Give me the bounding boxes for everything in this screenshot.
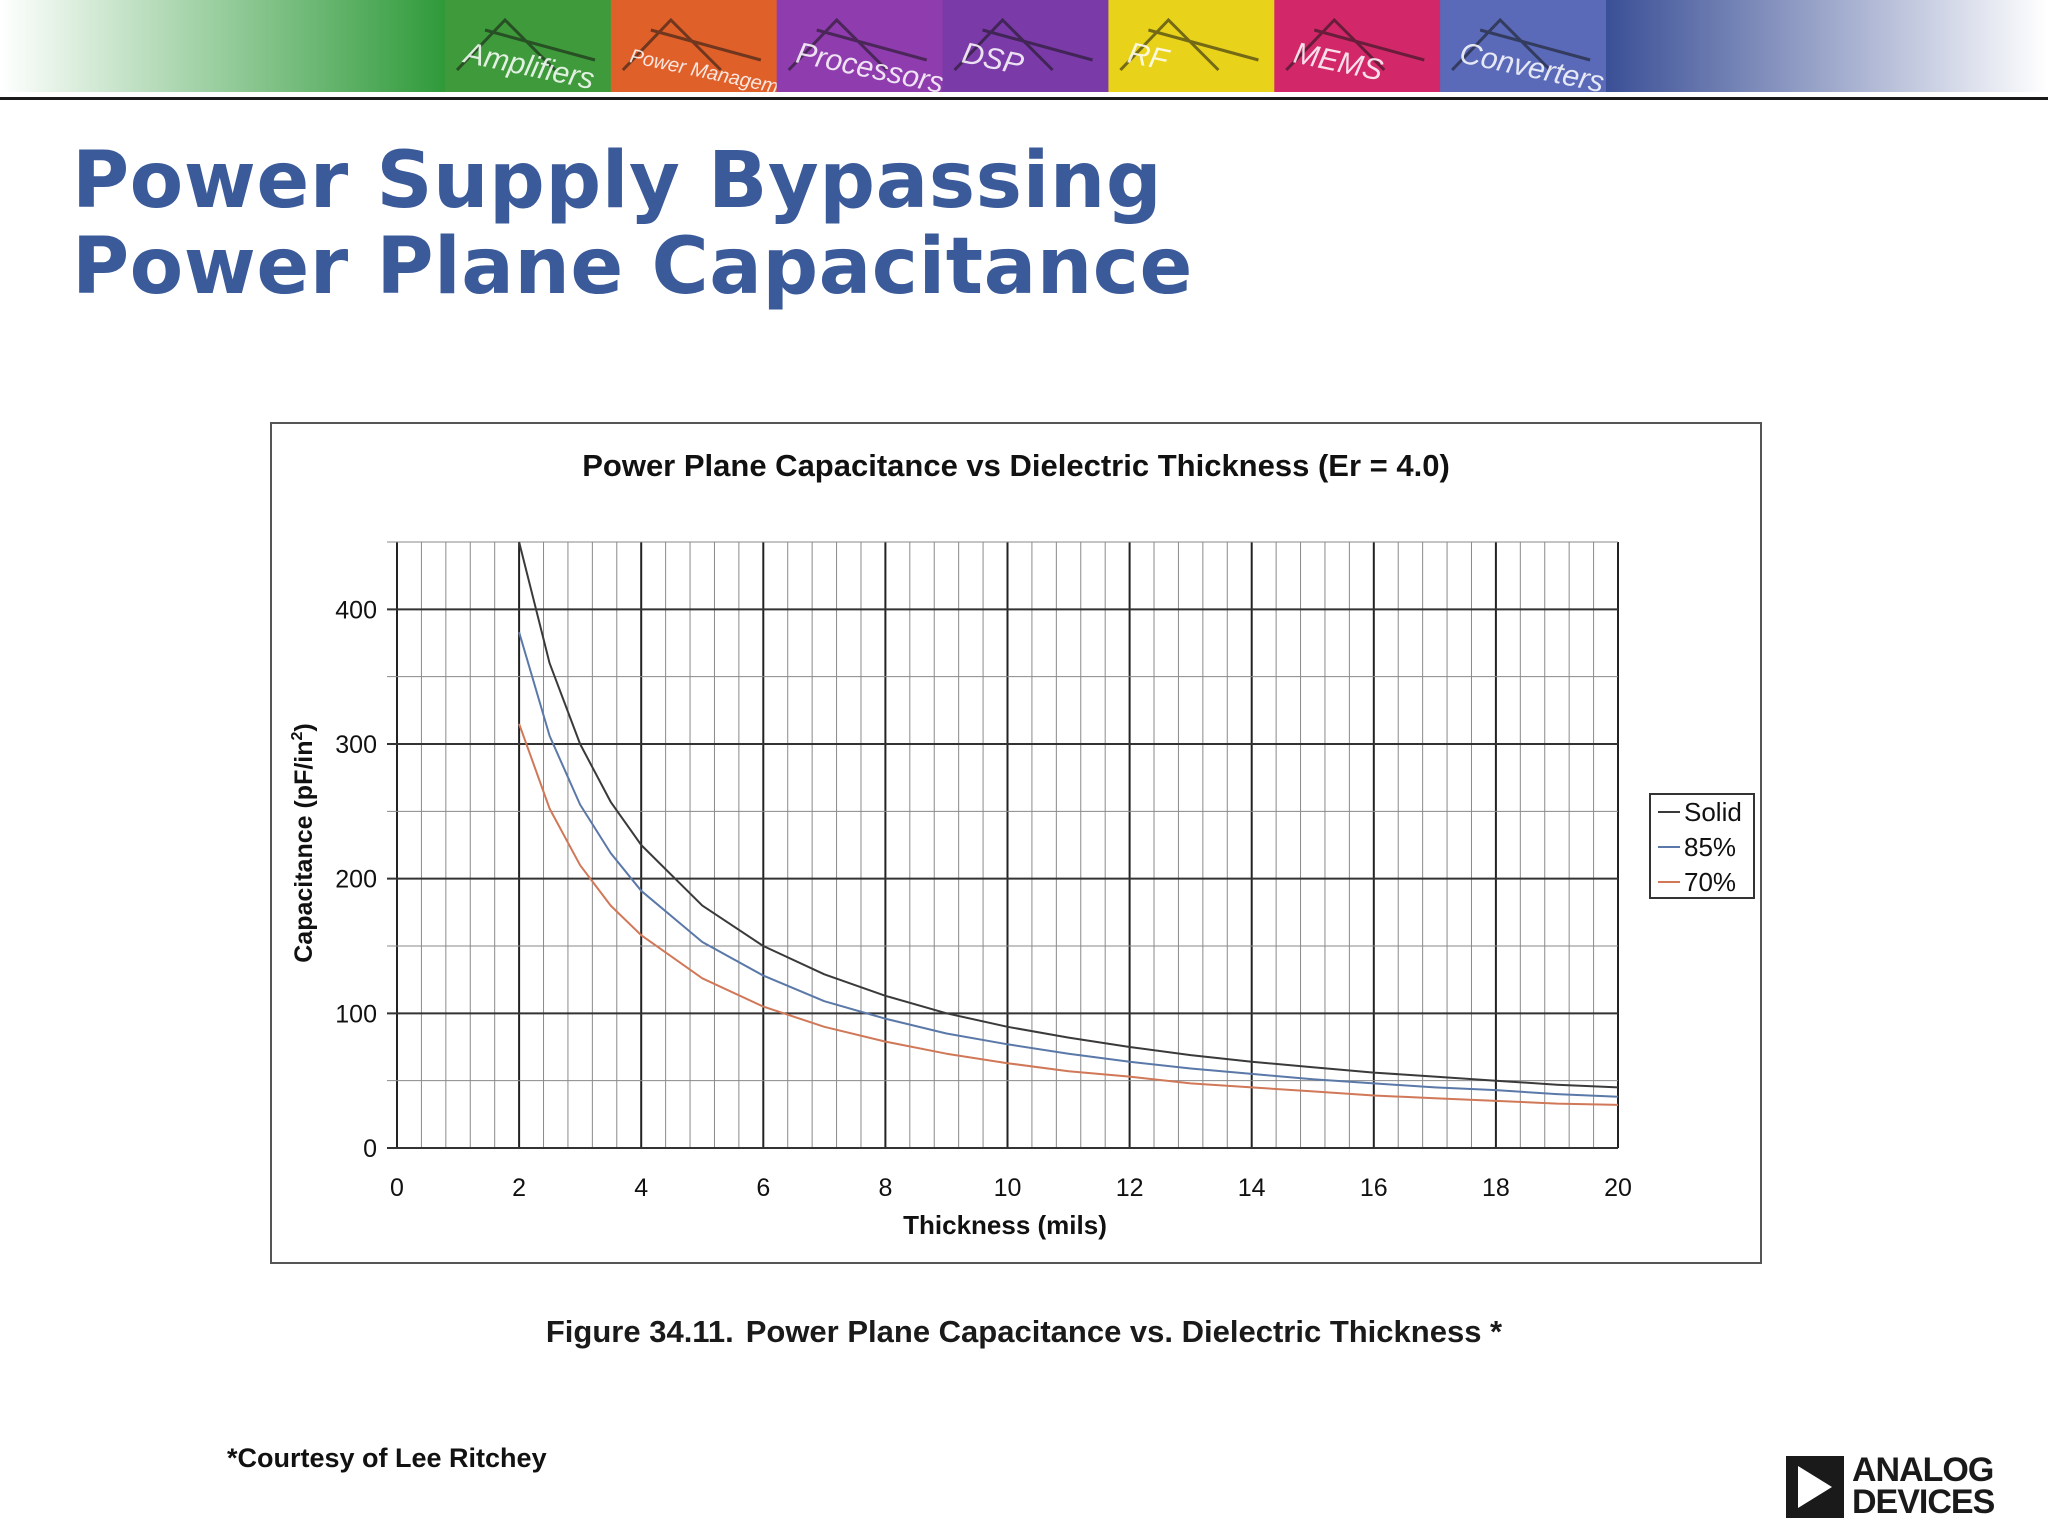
analog-devices-logo: ANALOG DEVICES [1786,1451,1996,1521]
logo-wordmark-line-1: ANALOG [1852,1451,1994,1489]
banner-left-fade [0,0,445,92]
header-rule [0,97,2048,100]
series-line-70pct [518,723,1619,1106]
x-tick-label: 10 [994,1174,1022,1202]
y-tick-label: 100 [335,1000,377,1028]
y-tick-label: 0 [363,1135,377,1163]
legend-entry: 85% [1684,832,1736,862]
y-axis-label-superscript: 2 [289,731,306,740]
x-tick-label: 18 [1482,1174,1510,1202]
logo-wordmark-line-2: DEVICES [1852,1483,1995,1521]
legend-entry: Solid [1684,797,1742,827]
figure-caption: Figure 34.11. Power Plane Capacitance vs.… [0,1314,2048,1350]
banner-tile-converters: Converters [1440,0,1607,92]
slide-title-line-2: Power Plane Capacitance [72,222,1193,312]
x-tick-label: 4 [634,1174,648,1202]
banner-tile-amplifiers: Amplifiers [445,0,612,92]
x-tick-label: 14 [1238,1174,1266,1202]
logo-triangle-icon [1786,1456,1844,1518]
x-tick-label: 20 [1604,1174,1632,1202]
y-axis-label-end: ) [290,723,318,731]
legend-entry: 70% [1684,867,1736,897]
banner-tile-dsp: DSP [942,0,1110,92]
courtesy-note: *Courtesy of Lee Ritchey [227,1443,547,1473]
x-tick-label: 16 [1360,1174,1388,1202]
x-tick-label: 2 [512,1174,526,1202]
banner-tile-processors: Processors [776,0,947,92]
x-tick-label: 6 [756,1174,770,1202]
banner-right-fade [1606,0,2048,92]
series-line-85pct [518,631,1619,1098]
banner-tile-mems: MEMS [1274,0,1442,92]
y-axis-label: Capacitance (pF/in2) [289,723,318,963]
banner-tile-rf: RF [1108,0,1276,92]
x-tick-label: 0 [390,1174,404,1202]
chart-legend: Solid 85% 70% [1649,793,1755,899]
y-axis-label-main: Capacitance (pF/in [290,740,318,962]
x-tick-label: 8 [878,1174,892,1202]
figure-caption-text: Power Plane Capacitance vs. Dielectric T… [745,1314,1503,1349]
slide-title-line-1: Power Supply Bypassing [72,136,1163,226]
series-line-solid [518,541,1619,1089]
x-tick-label: 12 [1116,1174,1144,1202]
x-axis-label: Thickness (mils) [903,1210,1107,1240]
y-tick-label: 200 [335,866,377,894]
figure-number: Figure 34.11. [545,1314,734,1349]
chart-title: Power Plane Capacitance vs Dielectric Th… [582,448,1450,483]
capacitance-chart: Power Plane Capacitance vs Dielectric Th… [289,448,1755,1240]
chart-grid [387,541,1619,1149]
y-tick-label: 400 [335,596,377,624]
y-tick-label: 300 [335,731,377,759]
